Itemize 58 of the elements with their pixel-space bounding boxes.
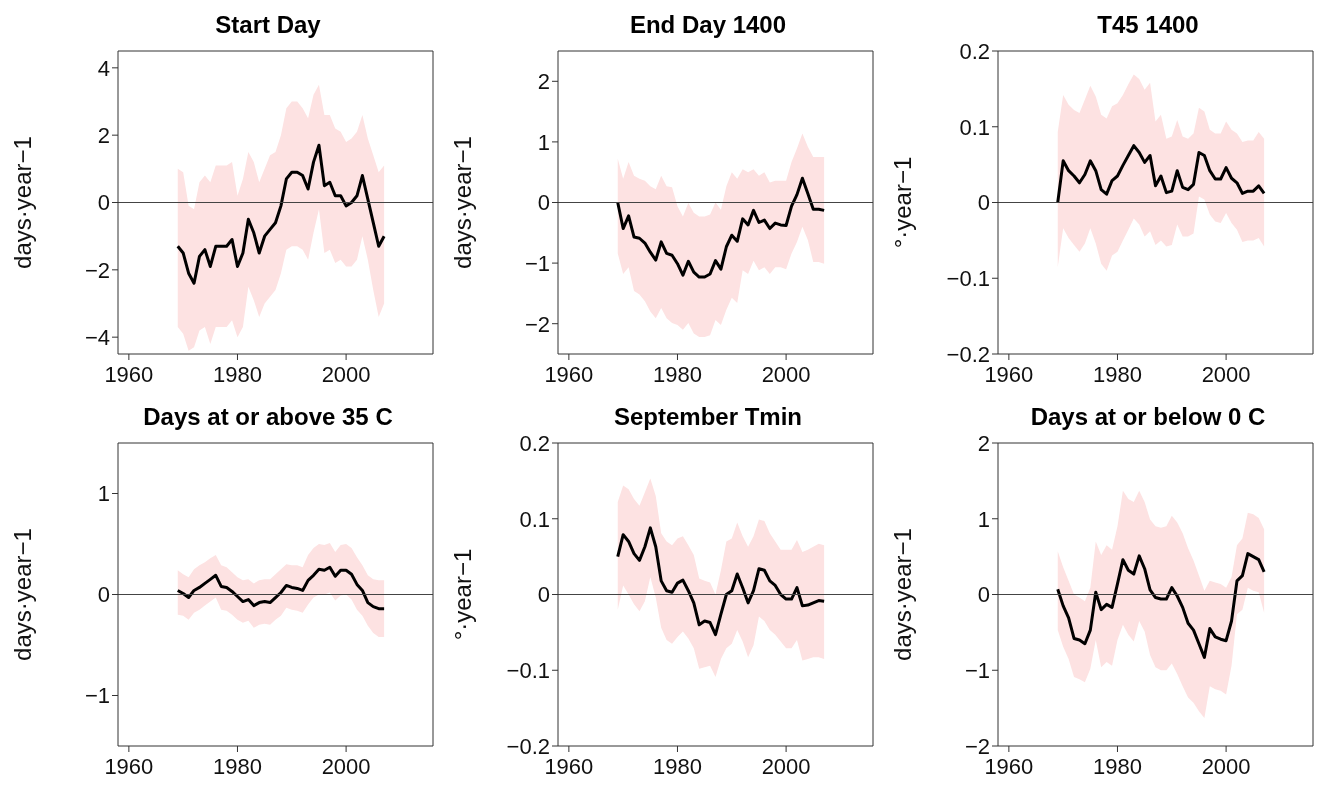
x-tick-label: 1980 — [1093, 361, 1142, 387]
chart-title: Start Day — [214, 10, 322, 40]
x-tick-label: 2000 — [761, 361, 811, 387]
y-axis-title: days·year−1 — [888, 528, 916, 661]
x-tick-label: 1980 — [653, 361, 702, 387]
y-tick-label: 0 — [537, 582, 550, 608]
y-axis-title: days·year−1 — [8, 136, 36, 269]
y-tick-label: −1 — [964, 658, 990, 684]
x-tick-label: 2000 — [321, 361, 371, 387]
y-tick-label: −4 — [84, 324, 110, 350]
line-series — [1056, 552, 1266, 659]
y-tick-label: 2 — [537, 69, 550, 95]
y-tick-label: 1 — [537, 129, 550, 155]
y-tick-label: 0.2 — [519, 430, 550, 456]
y-tick-label: 0 — [977, 190, 990, 216]
y-tick-label: 2 — [977, 430, 990, 456]
y-tick-label: 0 — [97, 582, 110, 608]
y-tick-label: 1 — [97, 481, 110, 507]
x-tick-label: 1960 — [104, 361, 154, 387]
chart-title: T45 1400 — [1097, 11, 1199, 38]
y-tick-label: 1 — [977, 506, 990, 532]
x-tick-label: 2000 — [1201, 361, 1251, 387]
y-tick-label: 0 — [97, 190, 110, 216]
y-tick-label: 0 — [537, 190, 550, 216]
chart-title: September Tmin — [613, 403, 803, 430]
line-series — [176, 143, 386, 285]
x-tick-label: 1980 — [653, 753, 702, 779]
y-tick-label: −2 — [524, 311, 550, 337]
y-tick-label: 0.1 — [519, 506, 550, 532]
x-tick-label: 1980 — [213, 361, 262, 387]
y-axis-title: days·year−1 — [448, 136, 476, 269]
y-tick-label: −1 — [84, 683, 110, 709]
chart-title: End Day 1400 — [628, 10, 788, 40]
y-tick-label: 4 — [97, 55, 110, 81]
x-tick-label: 1960 — [104, 753, 154, 779]
line-series — [1056, 144, 1266, 204]
y-axis-title: days·year−1 — [8, 528, 36, 661]
y-tick-label: −2 — [84, 257, 110, 283]
x-tick-label: 1980 — [213, 753, 262, 779]
y-tick-label: 2 — [97, 122, 110, 148]
y-tick-label: −1 — [524, 250, 550, 276]
chart-title: Days at or below 0 C — [1030, 403, 1266, 430]
y-tick-label: −0.1 — [946, 266, 990, 292]
y-axis-title: °·year−1 — [448, 548, 476, 641]
x-tick-label: 1980 — [1093, 753, 1142, 779]
line-series — [616, 176, 826, 279]
y-tick-label: −0.1 — [506, 658, 550, 684]
y-tick-label: 0.2 — [959, 38, 990, 64]
chart-title: Days at or above 35 C — [142, 402, 394, 432]
y-tick-label: 0.1 — [959, 114, 990, 140]
y-axis-title: °·year−1 — [888, 156, 916, 249]
y-tick-label: 0 — [977, 582, 990, 608]
x-tick-label: 1960 — [544, 361, 594, 387]
line-series — [176, 565, 386, 611]
x-tick-label: 2000 — [1201, 753, 1251, 779]
x-tick-label: 2000 — [321, 753, 371, 779]
x-tick-label: 2000 — [761, 753, 811, 779]
line-series — [616, 526, 826, 637]
